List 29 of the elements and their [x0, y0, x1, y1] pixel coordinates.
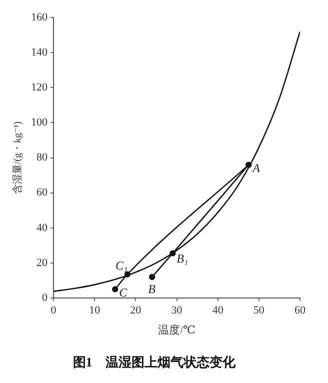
y-tick-label: 40 [36, 222, 48, 234]
point [124, 271, 131, 278]
x-tick-label: 10 [89, 304, 101, 316]
point [170, 250, 176, 256]
y-tick-label: 0 [42, 292, 48, 304]
annotation: B₁ [176, 251, 188, 266]
annotation: A [252, 160, 261, 175]
text: 图1 温湿图上烟气状态变化 [72, 354, 236, 370]
x-tick-label: 30 [171, 304, 183, 316]
y-tick-label: 20 [36, 256, 48, 269]
x-tick-label: 0 [50, 304, 57, 316]
y-tick-label: 140 [31, 46, 48, 59]
point [246, 162, 252, 168]
y-tick-label: 60 [36, 186, 48, 199]
annotation: C [119, 285, 128, 300]
annotation: C₁ [115, 258, 128, 272]
x-tick-label: 60 [294, 304, 306, 316]
x-axis-title: 温度/℃ [158, 324, 196, 337]
y-tick-label: 160 [31, 11, 48, 24]
point [112, 286, 118, 292]
x-tick-label: 40 [212, 304, 224, 316]
y-tick-label: 120 [31, 82, 48, 94]
y-tick-label: 100 [31, 116, 48, 129]
x-tick-label: 50 [253, 304, 265, 316]
x-tick-label: 20 [130, 304, 142, 316]
annotation: B [148, 282, 156, 296]
y-axis-title: 含湿量/(g・kg⁻¹) [12, 121, 24, 194]
point [149, 274, 156, 280]
y-tick-label: 80 [36, 152, 48, 164]
